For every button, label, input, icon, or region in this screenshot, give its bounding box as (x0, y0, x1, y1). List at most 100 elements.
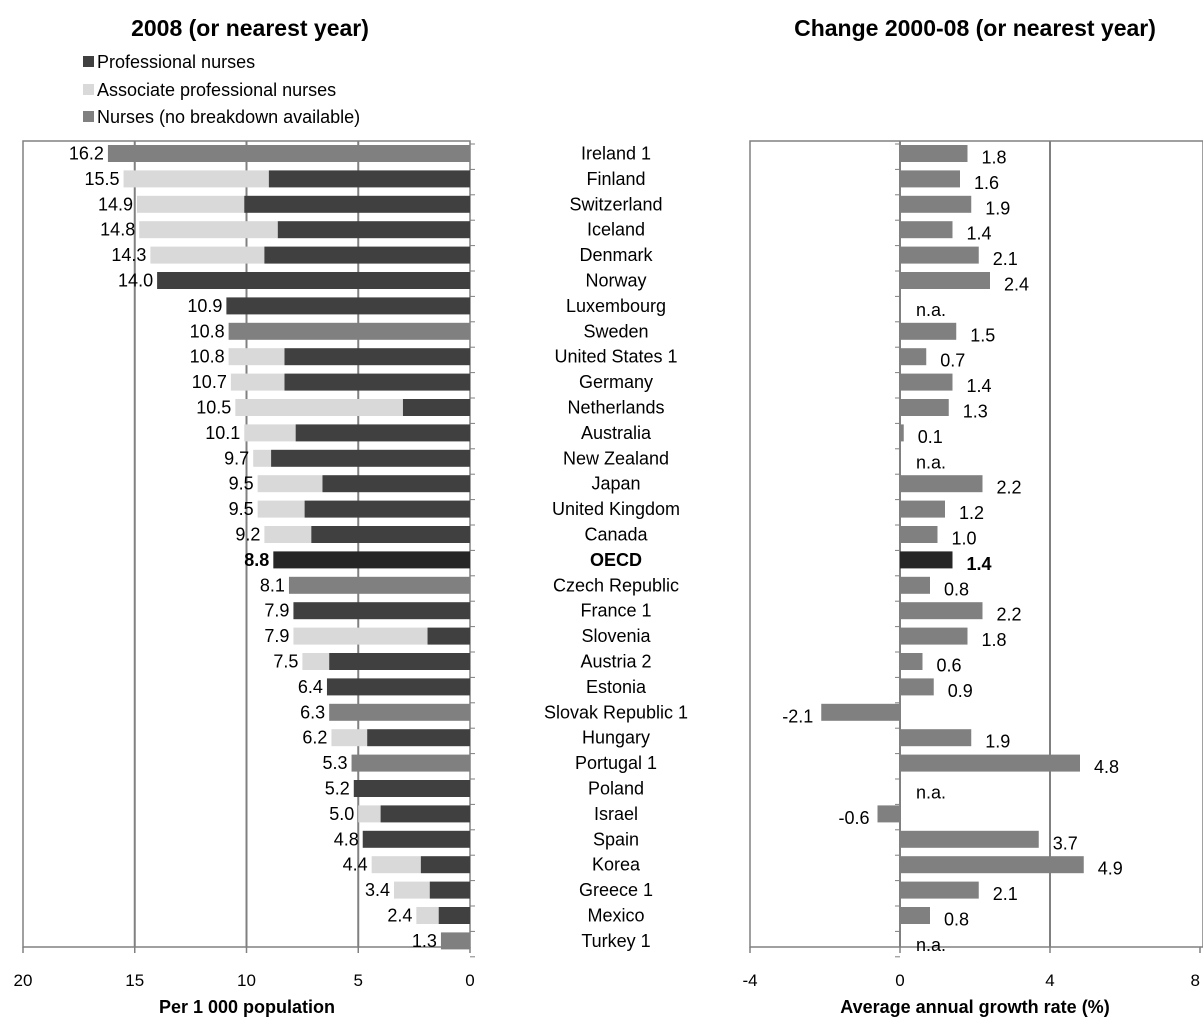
country-label-netherlands: Netherlands (567, 398, 664, 418)
value-label-slovak-republic-1: 6.3 (300, 702, 325, 722)
growth-label-iceland: 1.4 (967, 224, 992, 244)
bar-professional-nurses (311, 526, 470, 543)
growth-label-estonia: 0.9 (948, 681, 973, 701)
bar-professional-nurses (244, 195, 470, 213)
value-label-iceland: 14.8 (100, 220, 135, 240)
value-label-new-zealand: 9.7 (224, 448, 249, 468)
bar-professional-nurses (380, 805, 470, 823)
bar-professional-nurses (427, 627, 470, 645)
right-x-ticks: -4 0 4 8 (742, 143, 1201, 990)
growth-bar-portugal-1 (900, 754, 1080, 772)
growth-label-portugal-1: 4.8 (1094, 757, 1119, 777)
country-labels: Ireland 1 Finland Switzerland Iceland Denmar… (544, 144, 688, 951)
value-label-czech-republic: 8.1 (260, 575, 285, 595)
country-label-korea: Korea (592, 855, 641, 875)
growth-label-mexico: 0.8 (944, 910, 969, 930)
country-label-mexico: Mexico (587, 906, 644, 926)
country-label-greece-1: Greece 1 (579, 880, 653, 900)
bar-professional-nurses (429, 881, 470, 899)
left-tick-label: 10 (237, 971, 256, 990)
legend-swatch-no-breakdown (83, 111, 94, 122)
growth-label-united-states-1: 0.7 (940, 351, 965, 371)
bar-professional-nurses (322, 475, 470, 493)
value-label-switzerland: 14.9 (98, 194, 133, 214)
bar-associate-nurses (394, 881, 430, 899)
bar-nurses-no-breakdown (329, 703, 470, 721)
growth-label-poland: n.a. (916, 783, 946, 803)
bar-associate-nurses (244, 424, 296, 442)
country-label-united-kingdom: United Kingdom (552, 499, 680, 519)
bar-associate-nurses (253, 449, 272, 467)
growth-label-hungary: 1.9 (985, 732, 1010, 752)
right-chart-title: Change 2000-08 (or nearest year) (794, 15, 1156, 41)
value-label-germany: 10.7 (192, 372, 227, 392)
bar-professional-nurses (304, 500, 470, 518)
value-label-sweden: 10.8 (190, 321, 225, 341)
country-label-portugal-1: Portugal 1 (575, 753, 657, 773)
bar-professional-nurses (293, 602, 470, 620)
growth-label-ireland-1: 1.8 (982, 148, 1007, 168)
bar-associate-nurses (371, 856, 421, 874)
bar-associate-nurses (331, 729, 368, 747)
country-label-ireland-1: Ireland 1 (581, 144, 651, 164)
right-tick-label: 8 (1191, 971, 1200, 990)
growth-bar-spain (900, 830, 1039, 848)
country-label-luxembourg: Luxembourg (566, 296, 666, 316)
left-tick-label: 5 (354, 971, 363, 990)
bar-professional-nurses (295, 424, 470, 442)
growth-bar-denmark (900, 246, 979, 264)
growth-label-australia: 0.1 (918, 427, 943, 447)
value-label-oecd: 8.8 (244, 550, 269, 570)
country-label-iceland: Iceland (587, 220, 645, 240)
bar-professional-nurses (277, 221, 470, 239)
country-label-slovak-republic-1: Slovak Republic 1 (544, 702, 688, 722)
bar-associate-nurses (228, 348, 285, 366)
left-x-axis-title: Per 1 000 population (159, 997, 335, 1017)
growth-label-norway: 2.4 (1004, 275, 1029, 295)
country-label-canada: Canada (584, 525, 648, 545)
country-label-norway: Norway (585, 271, 646, 291)
country-label-israel: Israel (594, 804, 638, 824)
value-label-ireland-1: 16.2 (69, 144, 104, 164)
growth-bar-hungary (900, 729, 972, 747)
value-label-hungary: 6.2 (302, 728, 327, 748)
bar-nurses-no-breakdown (288, 576, 470, 594)
country-label-estonia: Estonia (586, 677, 647, 697)
growth-label-germany: 1.4 (967, 376, 992, 396)
bar-professional-nurses (362, 830, 470, 848)
legend-label-professional: Professional nurses (97, 52, 255, 72)
bar-oecd-total (273, 551, 470, 569)
bar-professional-nurses (226, 297, 470, 315)
country-label-austria-2: Austria 2 (580, 652, 651, 672)
country-label-oecd: OECD (590, 550, 642, 570)
left-tick-label: 15 (125, 971, 144, 990)
growth-label-denmark: 2.1 (993, 249, 1018, 269)
bar-professional-nurses (326, 678, 470, 696)
growth-label-czech-republic: 0.8 (944, 579, 969, 599)
bar-associate-nurses (150, 246, 265, 264)
bar-associate-nurses (358, 805, 381, 823)
country-label-slovenia: Slovenia (581, 626, 651, 646)
growth-label-united-kingdom: 1.2 (959, 503, 984, 523)
growth-label-new-zealand: n.a. (916, 452, 946, 472)
growth-bar-switzerland (900, 195, 972, 213)
growth-bar-korea (900, 856, 1084, 874)
legend-label-no-breakdown: Nurses (no breakdown available) (97, 107, 360, 127)
growth-label-netherlands: 1.3 (963, 402, 988, 422)
value-label-denmark: 14.3 (111, 245, 146, 265)
bar-professional-nurses (367, 729, 470, 747)
value-label-turkey-1: 1.3 (412, 931, 437, 951)
right-x-axis-title: Average annual growth rate (%) (840, 997, 1109, 1017)
bar-associate-nurses (139, 221, 278, 239)
bar-professional-nurses (271, 449, 470, 467)
value-label-united-states-1: 10.8 (190, 347, 225, 367)
bar-associate-nurses (230, 373, 285, 391)
bar-professional-nurses (353, 780, 470, 797)
country-label-finland: Finland (586, 169, 645, 189)
value-label-estonia: 6.4 (298, 677, 323, 697)
bar-professional-nurses (268, 170, 470, 188)
bar-associate-nurses (257, 500, 305, 518)
value-label-canada: 9.2 (235, 525, 260, 545)
bar-associate-nurses (264, 526, 312, 543)
country-label-united-states-1: United States 1 (554, 347, 677, 367)
